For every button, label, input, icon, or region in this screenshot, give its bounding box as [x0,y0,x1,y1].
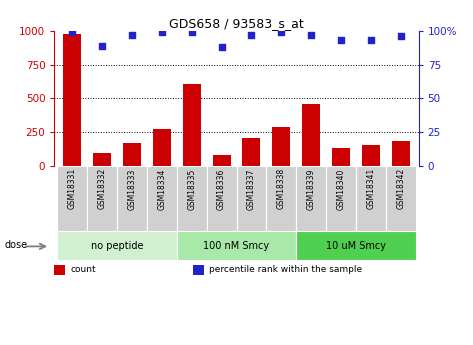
Bar [326,166,356,231]
Point [98,43,106,49]
Text: GSM18341: GSM18341 [367,168,376,209]
Bar [332,148,350,166]
Text: GSM18336: GSM18336 [217,168,226,210]
Bar [183,83,201,166]
Bar [243,138,260,166]
Bar [296,231,416,260]
Bar [57,231,177,260]
Bar [386,166,416,231]
Text: 10 uM Smcy: 10 uM Smcy [326,241,386,251]
Text: GSM18335: GSM18335 [187,168,196,210]
Text: GSM18331: GSM18331 [68,168,77,209]
Bar [54,265,65,275]
Text: percentile rank within the sample: percentile rank within the sample [209,265,362,274]
Text: GSM18334: GSM18334 [158,168,166,210]
Text: GSM18337: GSM18337 [247,168,256,210]
Point [307,32,315,38]
Point [218,45,225,50]
Bar [362,146,380,166]
Text: 100 nM Smcy: 100 nM Smcy [203,241,270,251]
Bar [57,166,87,231]
Bar [272,127,290,166]
Point [158,30,166,35]
Text: no peptide: no peptide [91,241,143,251]
Bar [302,104,320,166]
Point [128,32,136,38]
Bar [236,166,266,231]
Bar [147,166,177,231]
Text: GSM18332: GSM18332 [97,168,106,209]
Bar [177,231,296,260]
Bar [93,154,111,166]
Bar [87,166,117,231]
Bar [153,129,171,166]
Bar [63,34,81,166]
Point [397,34,404,39]
Bar [207,166,236,231]
Text: GSM18333: GSM18333 [128,168,137,210]
Bar [266,166,296,231]
Text: GSM18338: GSM18338 [277,168,286,209]
Bar [177,166,207,231]
Bar [392,141,410,166]
Point [367,38,375,43]
Point [278,30,285,35]
Point [188,30,195,35]
Bar [117,166,147,231]
Point [337,38,345,43]
Text: GSM18342: GSM18342 [396,168,405,209]
Bar [123,144,141,166]
Bar [213,155,230,166]
Point [248,32,255,38]
Bar [193,265,204,275]
Text: count: count [71,265,96,274]
Text: GSM18339: GSM18339 [307,168,315,210]
Bar [296,166,326,231]
Text: dose: dose [4,240,27,250]
Title: GDS658 / 93583_s_at: GDS658 / 93583_s_at [169,17,304,30]
Point [69,30,76,35]
Bar [356,166,386,231]
Text: GSM18340: GSM18340 [336,168,345,210]
